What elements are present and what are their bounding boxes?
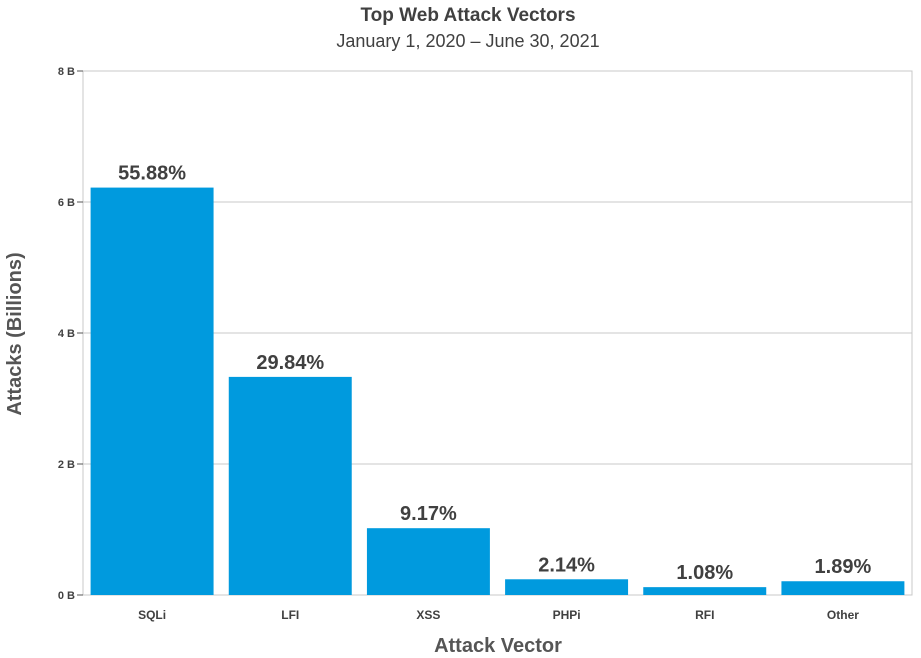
x-tick-label-sqli: SQLi (138, 608, 166, 622)
x-tick-label-lfi: LFI (281, 608, 299, 622)
x-tick-label-rfi: RFI (695, 608, 714, 622)
bar-sqli (90, 187, 214, 595)
y-axis-ticks: 0 B 2 B 4 B 6 B 8 B (58, 66, 83, 602)
bar-lfi (228, 376, 352, 595)
data-label-rfi: 1.08% (676, 562, 733, 584)
y-axis-label: Attacks (Billions) (4, 252, 26, 415)
chart-title: Top Web Attack Vectors (360, 5, 575, 26)
bar-other (781, 581, 905, 595)
data-label-other: 1.89% (815, 556, 872, 578)
x-tick-label-phpi: PHPi (553, 608, 581, 622)
y-tick-label: 0 B (58, 590, 75, 602)
data-label-lfi: 29.84% (256, 352, 324, 374)
y-tick-label: 4 B (58, 328, 75, 340)
x-tick-label-other: Other (827, 608, 859, 622)
data-label-xss: 9.17% (400, 503, 457, 525)
bar-xss (366, 528, 490, 595)
y-tick-label: 6 B (58, 197, 75, 209)
data-label-sqli: 55.88% (118, 163, 186, 185)
bar-rfi (643, 587, 767, 595)
data-labels: 55.88% 29.84% 9.17% 2.14% 1.08% 1.89% (118, 163, 871, 585)
bars (90, 187, 905, 595)
data-label-phpi: 2.14% (538, 554, 595, 576)
x-tick-label-xss: XSS (416, 608, 440, 622)
y-tick-label: 8 B (58, 66, 75, 78)
chart-subtitle: January 1, 2020 – June 30, 2021 (336, 31, 599, 51)
bar-phpi (505, 579, 629, 595)
y-tick-label: 2 B (58, 459, 75, 471)
x-axis-ticks: SQLi LFI XSS PHPi RFI Other (138, 608, 859, 622)
x-axis-label: Attack Vector (434, 635, 562, 657)
